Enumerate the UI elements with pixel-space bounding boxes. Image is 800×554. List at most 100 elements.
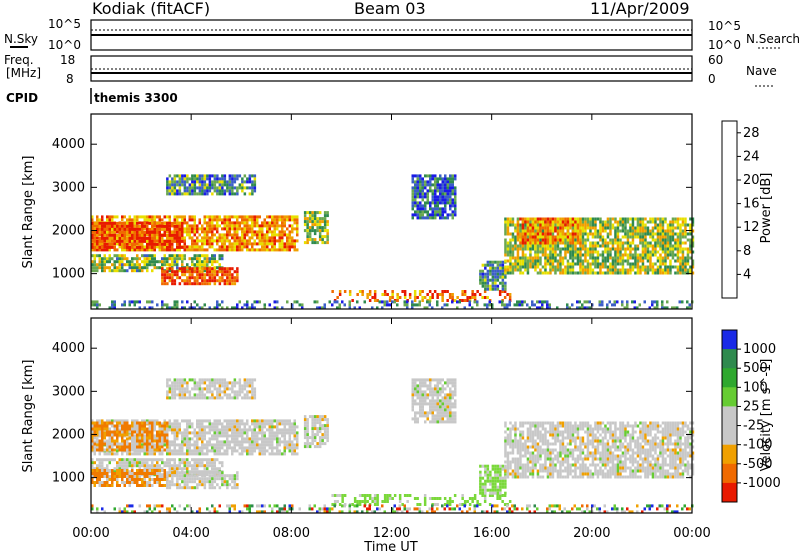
- power-cell: [188, 267, 192, 271]
- power-cell: [681, 217, 685, 221]
- velocity-cell: [283, 449, 286, 453]
- power-cell: [313, 217, 317, 221]
- power-cell: [531, 235, 535, 239]
- power-cell: [559, 220, 562, 224]
- power-cell: [318, 226, 322, 230]
- power-cell: [116, 266, 119, 270]
- velocity-cell: [291, 443, 294, 447]
- power-cell: [163, 257, 166, 261]
- velocity-cell: [158, 448, 161, 452]
- power-cell: [584, 229, 587, 233]
- power-cell: [296, 224, 299, 228]
- velocity-cell: [163, 419, 166, 423]
- power-cell: [631, 238, 635, 242]
- power-cell: [146, 257, 149, 261]
- power-cell: [246, 233, 249, 237]
- velocity-cell: [148, 440, 151, 444]
- velocity-cell: [131, 443, 134, 447]
- velocity-cell: [156, 442, 159, 446]
- power-cell: [338, 303, 341, 307]
- velocity-cell: [256, 434, 259, 438]
- power-ytick-label: 3000: [52, 180, 85, 195]
- velocity-cell: [241, 428, 244, 432]
- velocity-cell: [126, 421, 129, 425]
- power-cell: [521, 220, 525, 224]
- power-cell: [208, 260, 211, 264]
- velocity-cell: [146, 452, 149, 456]
- power-cell: [191, 189, 194, 193]
- power-cell: [198, 218, 201, 222]
- power-cell: [178, 239, 181, 243]
- power-cell: [656, 238, 660, 242]
- power-cell: [574, 256, 577, 260]
- power-cell: [258, 227, 261, 231]
- power-cell: [416, 210, 419, 214]
- power-cell: [208, 218, 211, 222]
- power-cell: [196, 180, 199, 184]
- velocity-cell: [263, 422, 266, 426]
- power-cell: [323, 217, 327, 221]
- velocity-cell: [278, 419, 281, 423]
- power-cell: [168, 267, 172, 271]
- power-cell: [636, 259, 640, 263]
- power-cell: [98, 221, 101, 225]
- power-cell: [581, 232, 585, 236]
- power-cell: [561, 271, 565, 275]
- power-cell: [228, 180, 232, 184]
- velocity-cell: [283, 452, 286, 456]
- power-cell: [554, 253, 557, 257]
- velocity-cell: [183, 443, 186, 447]
- power-cell: [113, 227, 116, 231]
- power-cell: [233, 230, 236, 234]
- power-cell: [424, 195, 427, 199]
- power-cell: [473, 296, 477, 299]
- power-cell: [211, 242, 214, 246]
- velocity-cell: [98, 448, 101, 452]
- power-cell: [506, 303, 509, 307]
- power-cell: [606, 306, 609, 310]
- power-cell: [651, 217, 655, 221]
- power-cell: [226, 273, 229, 277]
- power-cell: [113, 266, 116, 270]
- power-cell: [226, 183, 229, 187]
- power-cell: [118, 239, 121, 243]
- power-cell: [113, 233, 116, 237]
- velocity-cell: [273, 425, 276, 429]
- power-cell: [634, 253, 637, 257]
- power-cell: [663, 306, 666, 310]
- power-cell: [231, 279, 234, 283]
- power-cell: [303, 217, 307, 221]
- power-cell: [211, 236, 214, 240]
- power-cell: [621, 217, 625, 221]
- power-cell: [681, 265, 685, 269]
- power-cell: [111, 303, 114, 307]
- velocity-cell: [271, 437, 274, 441]
- power-cell: [564, 265, 567, 269]
- power-cell: [598, 303, 601, 307]
- power-cell: [576, 241, 580, 245]
- power-cell: [594, 250, 597, 254]
- power-cell: [256, 236, 259, 240]
- power-cell: [203, 177, 207, 181]
- power-cell: [118, 221, 121, 225]
- power-cell: [148, 254, 151, 258]
- power-cell: [576, 232, 580, 236]
- power-cell: [446, 177, 449, 181]
- power-cell: [579, 256, 582, 260]
- power-cell: [571, 303, 574, 307]
- power-cell: [408, 296, 412, 299]
- power-cell: [606, 253, 610, 257]
- power-cell: [499, 260, 502, 264]
- velocity-cell: [111, 424, 114, 428]
- power-cell: [544, 229, 547, 233]
- power-cell: [609, 262, 612, 266]
- power-cell: [646, 250, 650, 254]
- power-cell: [288, 218, 291, 222]
- power-cell: [684, 265, 687, 269]
- power-cell: [678, 300, 681, 304]
- power-cell: [429, 213, 432, 217]
- power-cell: [166, 183, 169, 187]
- power-cell: [661, 303, 664, 307]
- power-cell: [226, 218, 229, 222]
- power-cell: [584, 268, 587, 272]
